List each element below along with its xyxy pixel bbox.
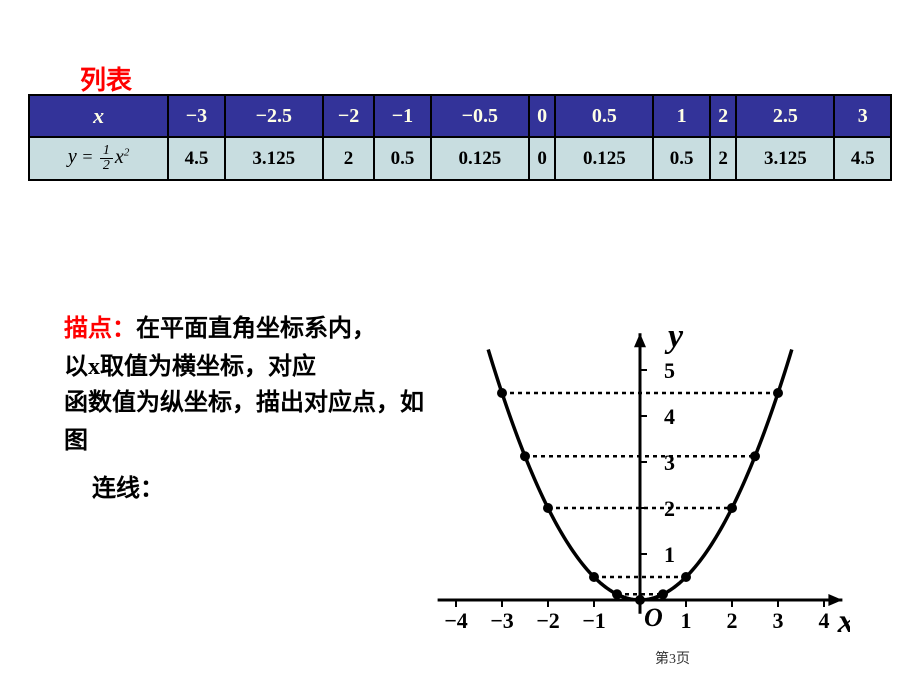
x-value-cell: −2.5 (225, 95, 323, 137)
data-point (750, 451, 760, 461)
y-value-cell: 4.5 (168, 137, 225, 180)
origin-label: O (644, 603, 663, 632)
table-value-row: y = 12x24.53.12520.50.12500.1250.523.125… (29, 137, 891, 180)
data-point (497, 388, 507, 398)
data-point (635, 595, 645, 605)
y-value-cell: 0.125 (431, 137, 529, 180)
x-tick-label: 4 (819, 608, 830, 633)
x-tick-label: 1 (681, 608, 692, 633)
parabola-chart: −4 −3 −2 −1 1 2 3 4 1 2 3 4 5 Ox y (420, 280, 850, 650)
x-value-cell: 0 (529, 95, 555, 137)
plot-description-1: 描点：在平面直角坐标系内， 以x取值为横坐标，对应 (64, 310, 404, 387)
plot-text-2: 以x取值为横坐标，对应 (64, 354, 316, 380)
x-value-cell: 0.5 (555, 95, 653, 137)
title-text: 列表 (80, 66, 132, 95)
x-value-cell: 2 (710, 95, 736, 137)
y-value-cell: 0.5 (374, 137, 431, 180)
y-tick-label: 4 (664, 404, 675, 429)
x-value-cell: 3 (834, 95, 891, 137)
value-table: x−3−2.5−2−1−0.500.5122.53 y = 12x24.53.1… (28, 94, 892, 181)
x-value-cell: −0.5 (431, 95, 529, 137)
y-value-cell: 4.5 (834, 137, 891, 180)
table-header-row: x−3−2.5−2−1−0.500.5122.53 (29, 95, 891, 137)
y-value-cell: 3.125 (225, 137, 323, 180)
x-tick-label: −2 (536, 608, 560, 633)
x-value-cell: −2 (323, 95, 374, 137)
data-point (612, 589, 622, 599)
x-tick-label: −4 (444, 608, 468, 633)
y-value-cell: 0.125 (555, 137, 653, 180)
y-tick-label: 2 (664, 496, 675, 521)
x-value-cell: −3 (168, 95, 225, 137)
y-value-cell: 2 (710, 137, 736, 180)
x-value-cell: 1 (653, 95, 710, 137)
x-tick-label: −3 (490, 608, 514, 633)
data-point (773, 388, 783, 398)
plot-text-3: 函数值为纵坐标，描出对应点，如图 (64, 390, 424, 454)
x-tick-label: 3 (773, 608, 784, 633)
y-value-cell: 3.125 (736, 137, 834, 180)
data-point (543, 503, 553, 513)
y-tick-label: 3 (664, 450, 675, 475)
y-axis-label: y (664, 318, 684, 355)
xy-table: x−3−2.5−2−1−0.500.5122.53 y = 12x24.53.1… (28, 94, 892, 181)
plot-text-1: 在平面直角坐标系内， (136, 316, 376, 342)
x-header-cell: x (29, 95, 168, 137)
data-point (589, 572, 599, 582)
y-tick-label: 1 (664, 542, 675, 567)
connect-text: 连线： (92, 476, 164, 502)
x-tick-label: 2 (727, 608, 738, 633)
page-number: 第3页 (655, 648, 690, 668)
section-title: 列表 (80, 60, 132, 97)
plot-label: 描点： (64, 316, 136, 342)
data-point (658, 589, 668, 599)
data-point (681, 572, 691, 582)
x-axis-label: x (837, 603, 850, 640)
y-header-cell: y = 12x2 (29, 137, 168, 180)
data-point (520, 451, 530, 461)
x-value-cell: −1 (374, 95, 431, 137)
y-value-cell: 0.5 (653, 137, 710, 180)
connect-label: 连线： (92, 470, 164, 508)
data-point (727, 503, 737, 513)
x-value-cell: 2.5 (736, 95, 834, 137)
plot-description-2: 函数值为纵坐标，描出对应点，如图 (64, 384, 424, 461)
y-axis-arrow (634, 333, 646, 347)
y-value-cell: 2 (323, 137, 374, 180)
x-tick-label: −1 (582, 608, 606, 633)
y-value-cell: 0 (529, 137, 555, 180)
y-tick-label: 5 (664, 358, 675, 383)
